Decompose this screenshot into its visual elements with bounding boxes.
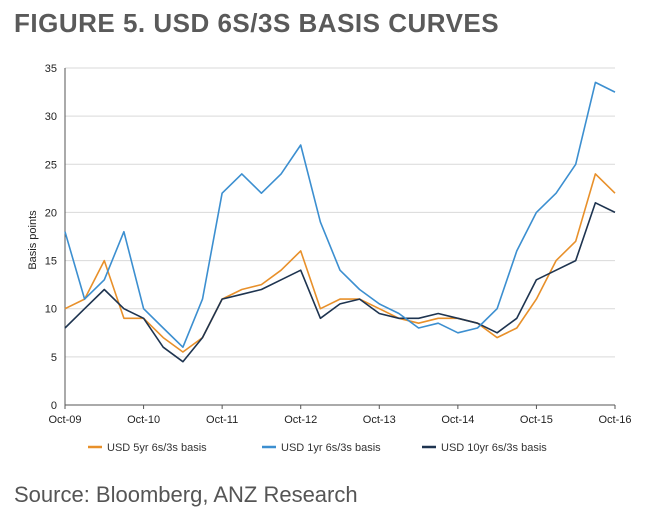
legend-label: USD 1yr 6s/3s basis <box>281 442 381 454</box>
y-tick-label: 5 <box>51 352 57 364</box>
x-tick-label: Oct-16 <box>598 414 631 426</box>
y-axis-label: Basis points <box>27 210 39 270</box>
y-tick-label: 25 <box>45 159 57 171</box>
y-tick-label: 20 <box>45 207 57 219</box>
x-tick-label: Oct-14 <box>441 414 474 426</box>
x-tick-label: Oct-15 <box>520 414 553 426</box>
axes <box>64 68 616 409</box>
gridlines <box>65 67 615 406</box>
series-lines <box>64 81 616 363</box>
legend-label: USD 5yr 6s/3s basis <box>107 442 207 454</box>
x-tick-label: Oct-12 <box>284 414 317 426</box>
chart-title: FIGURE 5. USD 6S/3S BASIS CURVES <box>14 8 500 38</box>
y-tick-label: 30 <box>45 111 57 123</box>
source-note: Source: Bloomberg, ANZ Research <box>14 482 358 507</box>
y-tick-label: 10 <box>45 304 57 316</box>
series-line-3 <box>64 202 616 363</box>
y-tick-label: 0 <box>51 400 57 412</box>
series-line-1 <box>64 173 616 353</box>
x-tick-label: Oct-13 <box>363 414 396 426</box>
series-line-2 <box>64 81 616 349</box>
x-tick-label: Oct-09 <box>48 414 81 426</box>
legend: USD 5yr 6s/3s basis USD 1yr 6s/3s basis US… <box>88 442 547 454</box>
y-tick-label: 35 <box>45 63 57 75</box>
y-tick-labels: 0 5 10 15 20 25 30 35 <box>45 63 57 412</box>
x-tick-labels: Oct-09 Oct-10 Oct-11 Oct-12 Oct-13 Oct-14 Oct-… <box>48 414 631 426</box>
legend-label: USD 10yr 6s/3s basis <box>441 442 547 454</box>
x-tick-label: Oct-11 <box>206 414 238 426</box>
x-tick-label: Oct-10 <box>127 414 160 426</box>
y-tick-label: 15 <box>45 256 57 268</box>
